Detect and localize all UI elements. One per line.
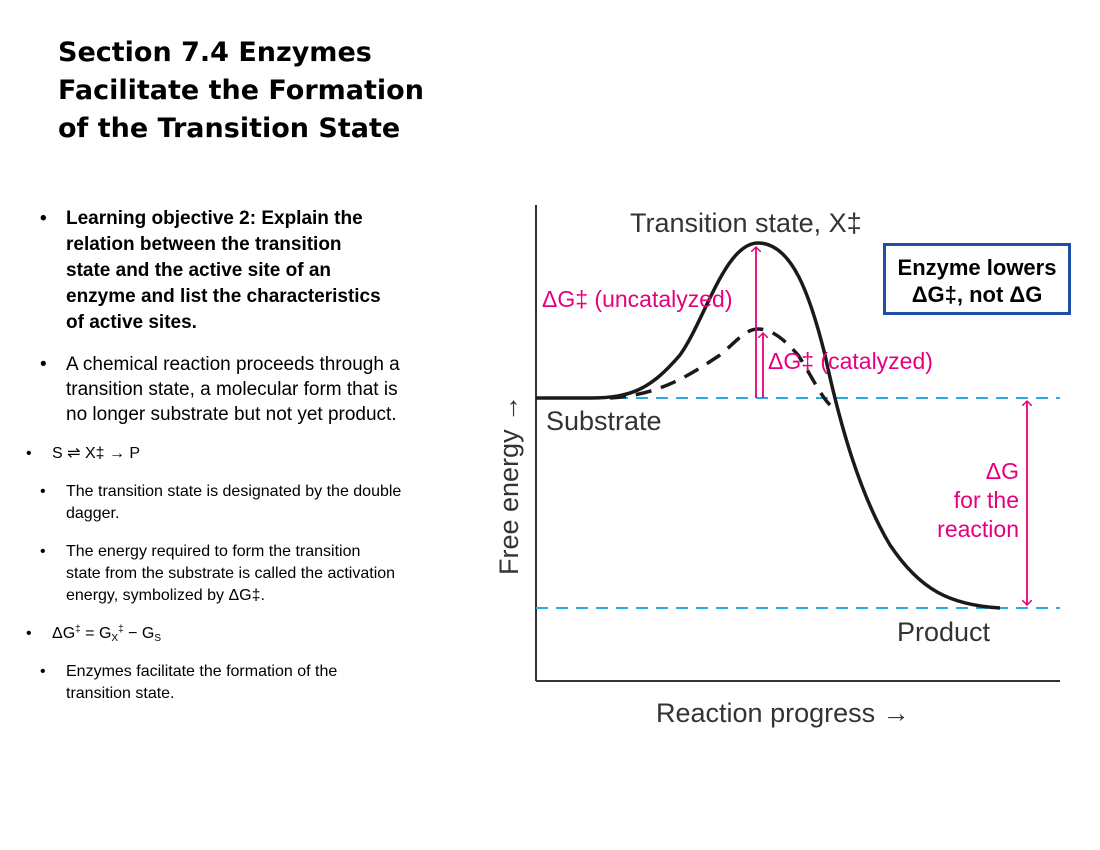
enzyme-line-2: transition state. (66, 685, 175, 702)
uncatalyzed-curve (536, 241, 1001, 610)
catalyzed-curve (609, 327, 832, 407)
eq-minus-g: − G (123, 625, 155, 642)
lo-line-3: state and the active site of an (66, 260, 332, 281)
eq-dagger-2: ‡ (118, 624, 124, 635)
eq-s-subscript: S (154, 633, 161, 644)
bullet-dot-icon: • (40, 208, 47, 229)
energy-line-3: energy, symbolized by ΔG‡. (66, 587, 265, 604)
bullet-dot-icon: • (26, 625, 32, 642)
energy-line-2: state from the substrate is called the a… (66, 565, 396, 582)
uncatalyzed-label: ΔG‡ (uncatalyzed) (542, 286, 733, 312)
transition-state-label: Transition state, X‡ (630, 208, 862, 238)
bullet-dot-icon: • (40, 483, 46, 500)
activation-energy-equation: ΔG‡ = GX‡ − GS (52, 623, 161, 645)
enzyme-bullet: • Enzymes facilitate the formation of th… (26, 661, 481, 705)
enzyme-callout-box: Enzyme lowers ΔG‡, not ΔG (883, 243, 1071, 315)
x-axis-label: Reaction progress → (656, 698, 910, 728)
lo-line-4: enzyme and list the characteristics (66, 286, 381, 307)
learning-objective-bullet: • Learning objective 2: Explain the rela… (26, 206, 481, 336)
lo-line-5: of active sites. (66, 312, 197, 333)
bullet-dot-icon: • (40, 663, 46, 680)
y-axis-label: Free energy → (494, 395, 524, 575)
catalyzed-label: ΔG‡ (catalyzed) (768, 348, 933, 374)
substrate-label: Substrate (546, 406, 662, 436)
dagger-line-2: dagger. (66, 505, 120, 522)
slide-title: Section 7.4 Enzymes Facilitate the Forma… (58, 34, 478, 148)
reaction-bullet: • A chemical reaction proceeds through a… (26, 352, 481, 427)
eq-equals-g: = G (80, 625, 112, 642)
reaction-line-3: no longer substrate but not yet product. (66, 404, 397, 425)
reaction-equation: S ⇌ X‡ → P (52, 445, 141, 462)
product-label: Product (897, 617, 991, 647)
delta-g-label-2: for the (954, 487, 1019, 513)
equation-bullet: • S ⇌ X‡ → P (26, 443, 481, 465)
eq-delta-g: ΔG (52, 625, 76, 642)
energy-bullet: • The energy required to form the transi… (26, 541, 481, 607)
energy-line-1: The energy required to form the transiti… (66, 543, 361, 560)
callout-line-2: ΔG‡, not ΔG (911, 282, 1043, 307)
lo-line-2: relation between the transition (66, 234, 342, 255)
title-line-1: Section 7.4 Enzymes (58, 37, 372, 68)
dagger-line-1: The transition state is designated by th… (66, 483, 402, 500)
eq-x-subscript: X (111, 633, 119, 644)
enzyme-line-1: Enzymes facilitate the formation of the (66, 663, 338, 680)
title-line-3: of the Transition State (58, 113, 401, 144)
callout-line-1: Enzyme lowers (897, 255, 1057, 280)
bullet-dot-icon: • (40, 543, 46, 560)
lo-line-1: Learning objective 2: Explain the (66, 208, 363, 229)
delta-g-label-1: ΔG (986, 458, 1019, 484)
delta-g-label-3: reaction (937, 516, 1019, 542)
reaction-line-2: transition state, a molecular form that … (66, 379, 398, 400)
bullet-list: • Learning objective 2: Explain the rela… (26, 206, 481, 721)
activation-energy-equation-bullet: • ΔG‡ = GX‡ − GS (26, 623, 481, 645)
reaction-line-1: A chemical reaction proceeds through a (66, 354, 400, 375)
dagger-bullet: • The transition state is designated by … (26, 481, 481, 525)
bullet-dot-icon: • (40, 354, 47, 375)
title-line-2: Facilitate the Formation (58, 75, 424, 106)
eq-dagger: ‡ (75, 624, 81, 635)
bullet-dot-icon: • (26, 445, 32, 462)
energy-diagram: Transition state, X‡ ΔG‡ (uncatalyzed) Δ… (494, 205, 1060, 728)
